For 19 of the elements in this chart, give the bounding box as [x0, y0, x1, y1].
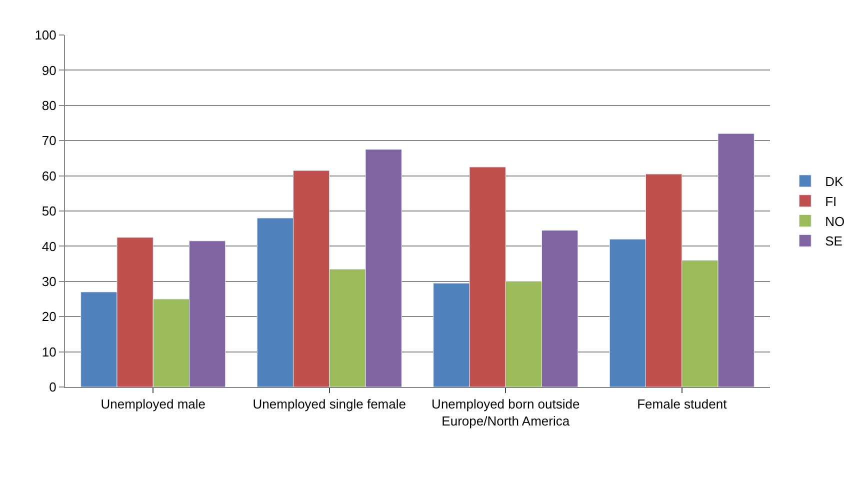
y-tick-label: 10	[42, 344, 56, 360]
y-tick-label: 70	[42, 133, 56, 148]
y-tick-label: 30	[42, 274, 56, 289]
y-tick-label: 20	[42, 309, 56, 324]
y-tick-label: 60	[42, 168, 56, 184]
legend-label: NO	[825, 214, 845, 229]
y-tick-label: 80	[42, 98, 56, 113]
y-tick-label: 90	[42, 62, 56, 78]
x-tick-label: Female student	[637, 396, 728, 412]
x-tick-label: Unemployed male	[100, 396, 206, 412]
legend-label: SE	[825, 234, 843, 249]
legend-label: FI	[825, 194, 837, 209]
y-tick-label: 0	[49, 380, 56, 395]
y-tick-label: 40	[42, 238, 56, 254]
x-tick-label: Unemployed born outside Europe/North America	[432, 396, 580, 428]
y-tick-label: 50	[42, 204, 56, 219]
y-tick-label: 100	[34, 28, 56, 43]
legend-label: DK	[825, 174, 844, 190]
x-tick-label: Unemployed single female	[252, 396, 406, 412]
